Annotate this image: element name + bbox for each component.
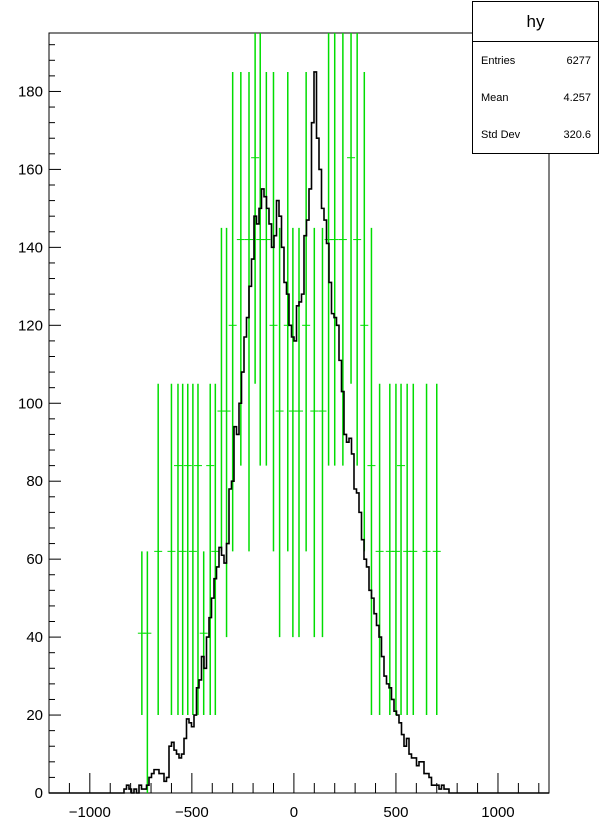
stats-row-stddev: Std Dev 320.6 xyxy=(473,116,598,153)
x-tick-label: 0 xyxy=(290,804,298,821)
x-tick-label: 500 xyxy=(383,804,408,821)
y-tick-label: 100 xyxy=(18,395,43,412)
stats-title: hy xyxy=(473,2,598,42)
y-tick-label: 20 xyxy=(26,707,43,724)
y-tick-label: 60 xyxy=(26,551,43,568)
x-tick-label: −500 xyxy=(175,804,209,821)
stats-row-entries: Entries 6277 xyxy=(473,42,598,79)
stats-value: 4.257 xyxy=(563,92,591,104)
y-tick-label: 160 xyxy=(18,161,43,178)
stats-box: hy Entries 6277 Mean 4.257 Std Dev 320.6 xyxy=(472,1,599,154)
x-tick-label: −1000 xyxy=(69,804,111,821)
y-tick-label: 140 xyxy=(18,239,43,256)
stats-value: 6277 xyxy=(566,55,591,67)
histogram-line xyxy=(49,71,549,794)
stats-label: Mean xyxy=(481,92,509,104)
y-tick-label: 80 xyxy=(26,473,43,490)
y-tick-label: 180 xyxy=(18,83,43,100)
y-tick-label: 40 xyxy=(26,629,43,646)
y-tick-label: 0 xyxy=(35,785,43,802)
stats-value: 320.6 xyxy=(563,129,591,141)
stats-label: Std Dev xyxy=(481,129,521,141)
stats-label: Entries xyxy=(481,55,516,67)
stats-row-mean: Mean 4.257 xyxy=(473,79,598,116)
x-tick-label: 1000 xyxy=(481,804,514,821)
plot-frame xyxy=(48,32,550,794)
y-tick-label: 120 xyxy=(18,317,43,334)
